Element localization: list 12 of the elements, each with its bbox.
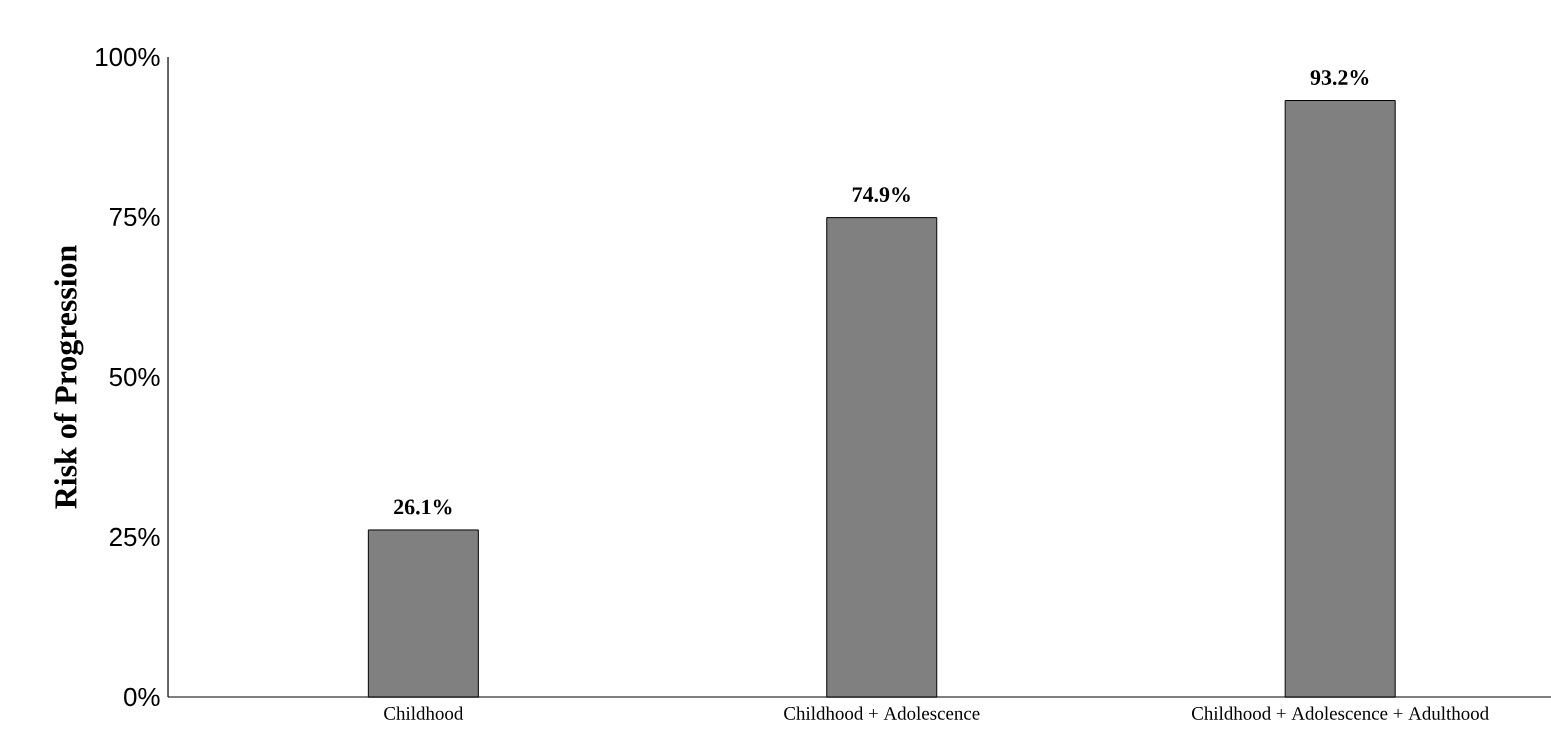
data-label: 93.2% <box>1310 70 1369 85</box>
data-label: 74.9% <box>852 187 910 203</box>
y-tick-label: 100% <box>96 47 160 67</box>
y-tick-label: 50% <box>109 367 160 387</box>
data-label: 26.1% <box>394 499 452 515</box>
x-tick-label: Childhood + Adolescence <box>784 706 980 720</box>
y-tick-label: 75% <box>109 207 160 227</box>
y-tick-label: 0% <box>124 687 160 707</box>
y-axis-title: Risk of Progression <box>53 245 84 509</box>
y-tick-label: 25% <box>109 527 160 547</box>
x-tick-label: Childhood + Adolescence + Adulthood <box>1192 706 1489 720</box>
x-tick-label: Childhood <box>384 706 464 720</box>
